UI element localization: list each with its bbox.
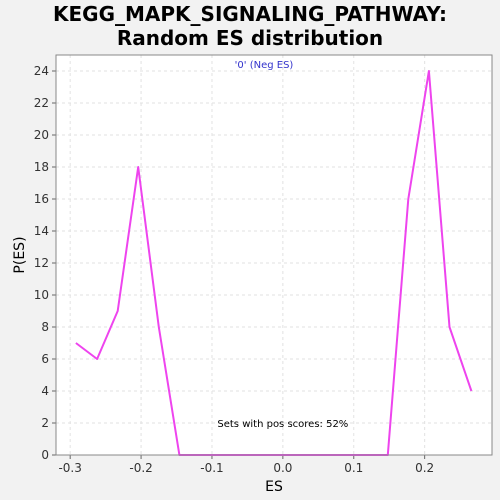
y-tick-label: 10 xyxy=(34,288,49,302)
chart-title-line1: KEGG_MAPK_SIGNALING_PATHWAY: xyxy=(53,2,447,26)
x-tick-label: 0.2 xyxy=(415,461,434,475)
y-tick-label: 4 xyxy=(41,384,49,398)
x-tick-label: 0.0 xyxy=(273,461,292,475)
plot-area xyxy=(56,55,492,455)
y-tick-label: 16 xyxy=(34,192,49,206)
y-tick-label: 14 xyxy=(34,224,49,238)
x-tick-label: -0.1 xyxy=(200,461,223,475)
y-tick-label: 2 xyxy=(41,416,49,430)
y-tick-label: 6 xyxy=(41,352,49,366)
x-axis-label: ES xyxy=(265,479,283,495)
grid xyxy=(56,55,492,456)
plot-frame xyxy=(55,54,493,456)
chart-title-line2: Random ES distribution xyxy=(116,26,384,50)
y-axis-label: P(ES) xyxy=(12,236,28,273)
x-tick-label: -0.2 xyxy=(129,461,152,475)
y-tick-label: 24 xyxy=(34,64,49,78)
y-tick-label: 0 xyxy=(41,448,49,462)
chart-title: KEGG_MAPK_SIGNALING_PATHWAY: Random ES d… xyxy=(0,2,500,50)
legend-entry: '0' (Neg ES) xyxy=(235,60,294,71)
y-tick-label: 12 xyxy=(34,256,49,270)
y-tick-label: 22 xyxy=(34,96,49,110)
y-tick-label: 18 xyxy=(34,160,49,174)
y-tick-label: 20 xyxy=(34,128,49,142)
x-tick-label: 0.1 xyxy=(344,461,363,475)
y-tick-label: 8 xyxy=(41,320,49,334)
annotation-pos-scores: Sets with pos scores: 52% xyxy=(217,419,348,430)
x-tick-label: -0.3 xyxy=(58,461,81,475)
